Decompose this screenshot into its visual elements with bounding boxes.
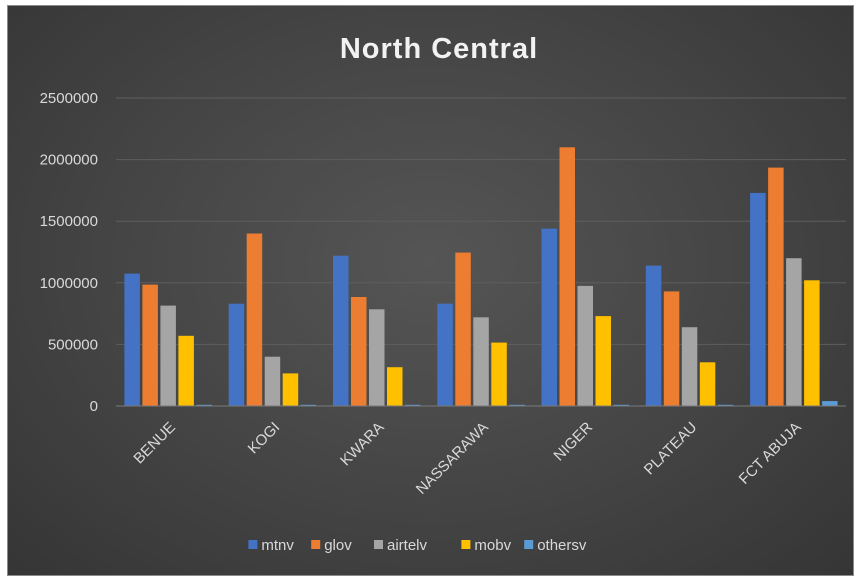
bar-othersv-benue [196,404,212,406]
legend-label-glov: glov [324,537,352,554]
bar-glov-kogi [246,233,263,406]
x-category-label: BENUE [130,419,179,468]
bar-othersv-kwara [405,404,421,406]
legend-swatch-mtnv [248,540,258,549]
bars [124,147,838,407]
y-tick-label: 0 [90,398,98,415]
bar-mtnv-fct-abuja [750,192,766,406]
bar-mtnv-kogi [228,303,245,406]
chart-area: North Central 0 500000 1000000 1500000 20000… [7,5,854,576]
legend-label-othersv: othersv [537,537,587,554]
legend-swatch-mobv [461,540,471,549]
bar-airtelv-kogi [264,356,281,406]
x-category-label: NASSARAWA [413,419,492,498]
bar-airtelv-plateau [681,327,698,406]
bar-mobv-fct-abuja [804,280,820,406]
bar-airtelv-nassarawa [473,317,489,406]
y-tick-label: 2000000 [40,152,98,169]
legend: mtnv glov airtelv mobv othersv [248,537,587,554]
x-category-label: PLATEAU [641,419,701,479]
bar-othersv-fct-abuja [822,401,838,406]
bar-glov-fct-abuja [768,167,784,406]
gridlines [116,97,846,345]
y-tick-label: 2500000 [40,90,98,107]
y-tick-label: 500000 [48,336,98,353]
bar-othersv-niger [613,404,629,406]
bar-airtelv-niger [577,285,593,406]
bar-glov-plateau [663,291,680,406]
bar-mobv-nassarawa [491,342,507,406]
chart-canvas: North Central 0 500000 1000000 1500000 20000… [40,33,846,554]
bar-glov-niger [559,147,575,407]
bar-othersv-nassarawa [509,404,525,406]
y-tick-label: 1000000 [40,275,98,292]
bar-glov-nassarawa [455,252,471,406]
y-tick-label: 1500000 [40,213,98,230]
legend-swatch-airtelv [374,540,383,549]
bar-airtelv-fct-abuja [786,258,802,406]
bar-mobv-kogi [282,373,299,406]
bar-mobv-niger [595,316,611,406]
x-category-label: FCT ABUJA [736,419,805,488]
bar-othersv-plateau [717,404,734,406]
bar-mobv-kwara [387,367,403,406]
legend-swatch-othersv [524,540,534,549]
x-category-label: KOGI [245,419,284,458]
chart-title: North Central [340,33,538,65]
bar-airtelv-kwara [369,309,385,406]
legend-label-mtnv: mtnv [261,537,294,554]
bar-mtnv-niger [541,228,557,406]
bar-mtnv-nassarawa [437,303,453,406]
x-category-label: NIGER [550,419,596,465]
bar-mtnv-kwara [333,255,349,406]
bar-glov-kwara [351,297,367,406]
bar-mtnv-plateau [645,265,662,406]
legend-swatch-glov [311,540,321,549]
x-category-label: KWARA [337,419,388,470]
bar-mobv-plateau [699,362,716,406]
bar-mobv-benue [178,335,194,406]
bar-mtnv-benue [124,273,140,406]
legend-label-airtelv: airtelv [387,537,428,554]
x-axis-category-labels: BENUE KOGI KWARA NASSARAWA NIGER PLATEAU FCT A… [130,419,804,498]
y-axis-tick-labels: 0 500000 1000000 1500000 2000000 2500000 [40,90,98,415]
bar-airtelv-benue [160,305,176,406]
bar-othersv-kogi [300,404,317,406]
legend-label-mobv: mobv [474,537,511,554]
bar-glov-benue [142,284,158,406]
